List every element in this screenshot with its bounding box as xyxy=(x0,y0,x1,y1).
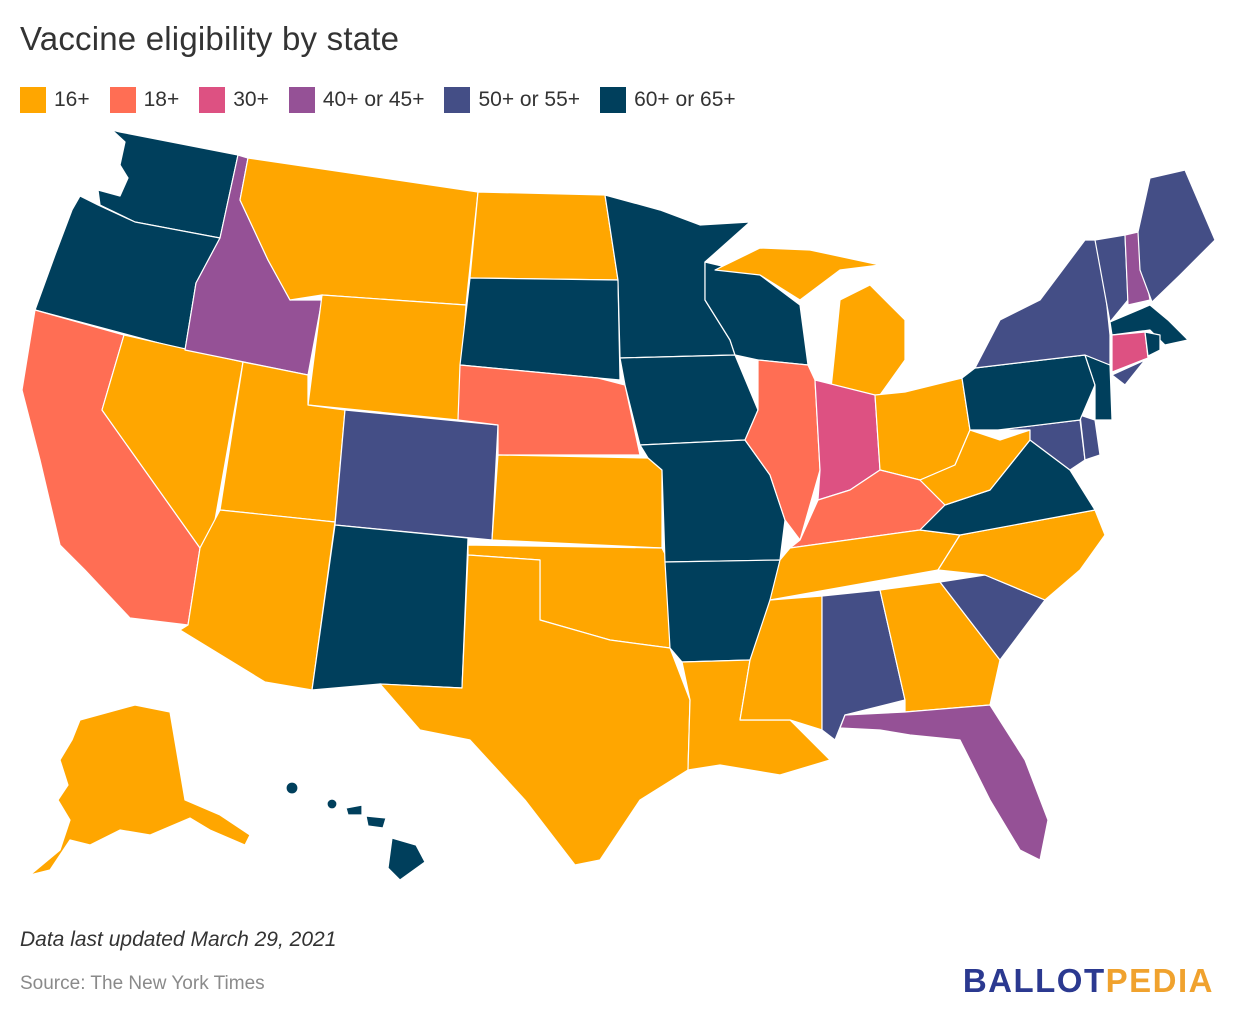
legend-swatch-18 xyxy=(109,87,136,113)
state-ND[interactable] xyxy=(469,191,619,281)
state-NE[interactable] xyxy=(457,364,641,456)
legend-label-18: 18+ xyxy=(143,88,180,111)
legend: 16+ 18+ 30+ 40+ or 45+ 50+ or 55+ 60+ or 65+ xyxy=(20,86,756,114)
legend-item-16: 16+ xyxy=(20,87,90,113)
state-NH[interactable] xyxy=(1124,231,1151,306)
legend-item-40: 40+ or 45+ xyxy=(288,87,425,113)
state-FL[interactable] xyxy=(839,704,1049,861)
logo-part-ballot: BALLOT xyxy=(962,962,1106,999)
update-note: Data last updated March 29, 2021 xyxy=(20,928,337,951)
state-NM[interactable] xyxy=(311,524,469,691)
state-IA[interactable] xyxy=(619,354,759,446)
legend-swatch-50 xyxy=(444,87,471,113)
state-RI[interactable] xyxy=(1144,331,1161,357)
legend-label-40: 40+ or 45+ xyxy=(322,88,425,111)
legend-item-18: 18+ xyxy=(109,87,180,113)
source-credit: Source: The New York Times xyxy=(20,973,265,994)
ballotpedia-logo: BALLOTPEDIA xyxy=(963,962,1214,1000)
legend-swatch-60 xyxy=(600,87,627,113)
state-DE[interactable] xyxy=(1079,414,1101,461)
state-WA[interactable] xyxy=(97,129,239,239)
chart-title: Vaccine eligibility by state xyxy=(20,20,400,57)
state-CO[interactable] xyxy=(334,409,499,541)
legend-swatch-30 xyxy=(199,87,226,113)
state-SD[interactable] xyxy=(459,277,621,381)
state-CT[interactable] xyxy=(1111,331,1149,373)
legend-label-60: 60+ or 65+ xyxy=(634,88,736,111)
legend-item-30: 30+ xyxy=(199,87,269,113)
legend-item-50: 50+ or 55+ xyxy=(444,87,580,113)
logo-part-pedia: PEDIA xyxy=(1105,962,1214,999)
state-HI[interactable] xyxy=(285,781,426,881)
legend-swatch-16 xyxy=(20,87,46,113)
legend-label-16: 16+ xyxy=(54,88,90,111)
state-AK[interactable] xyxy=(29,704,251,876)
state-IL[interactable] xyxy=(744,359,821,541)
legend-label-50: 50+ or 55+ xyxy=(478,88,581,111)
state-TX[interactable] xyxy=(379,554,691,866)
state-KS[interactable] xyxy=(491,454,663,549)
legend-label-30: 30+ xyxy=(233,88,269,111)
legend-swatch-40 xyxy=(288,87,315,113)
state-WY[interactable] xyxy=(307,294,467,421)
state-ME[interactable] xyxy=(1137,169,1216,303)
state-MI[interactable] xyxy=(714,247,906,399)
us-map xyxy=(21,129,1216,881)
legend-item-60: 60+ or 65+ xyxy=(600,87,736,113)
